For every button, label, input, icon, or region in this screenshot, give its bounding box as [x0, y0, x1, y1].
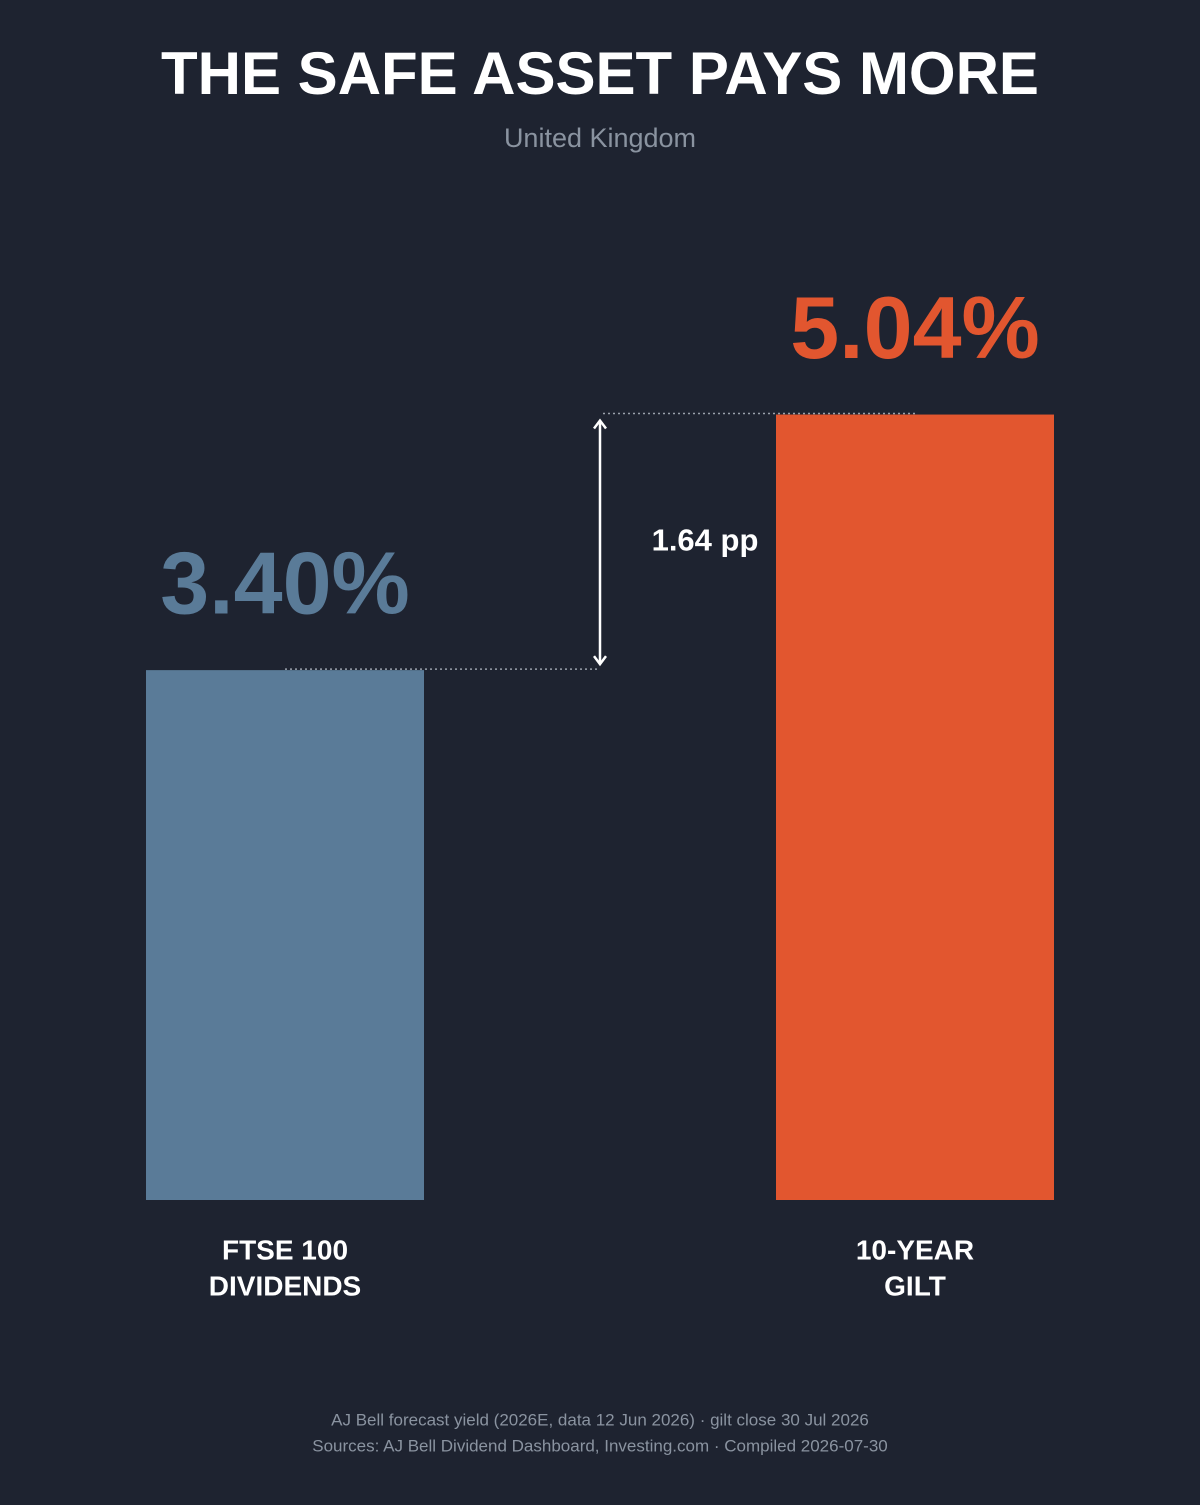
- arrow-head: [593, 655, 607, 667]
- x-tick-label: GILT: [884, 1270, 946, 1301]
- x-tick-label: 10-YEAR: [856, 1234, 974, 1265]
- arrow-head: [593, 418, 607, 430]
- gap-label: 1.64 pp: [652, 523, 759, 558]
- x-tick-label: FTSE 100: [222, 1234, 348, 1265]
- x-tick-label: DIVIDENDS: [209, 1270, 361, 1301]
- bar: [146, 670, 424, 1200]
- footnote: AJ Bell forecast yield (2026E, data 12 J…: [331, 1410, 869, 1429]
- chart-subtitle: United Kingdom: [504, 123, 696, 153]
- chart-title: THE SAFE ASSET PAYS MORE: [161, 40, 1039, 107]
- footnote: Sources: AJ Bell Dividend Dashboard, Inv…: [312, 1436, 887, 1455]
- value-label: 5.04%: [790, 278, 1040, 377]
- bar: [776, 414, 1054, 1201]
- value-label: 3.40%: [160, 533, 410, 632]
